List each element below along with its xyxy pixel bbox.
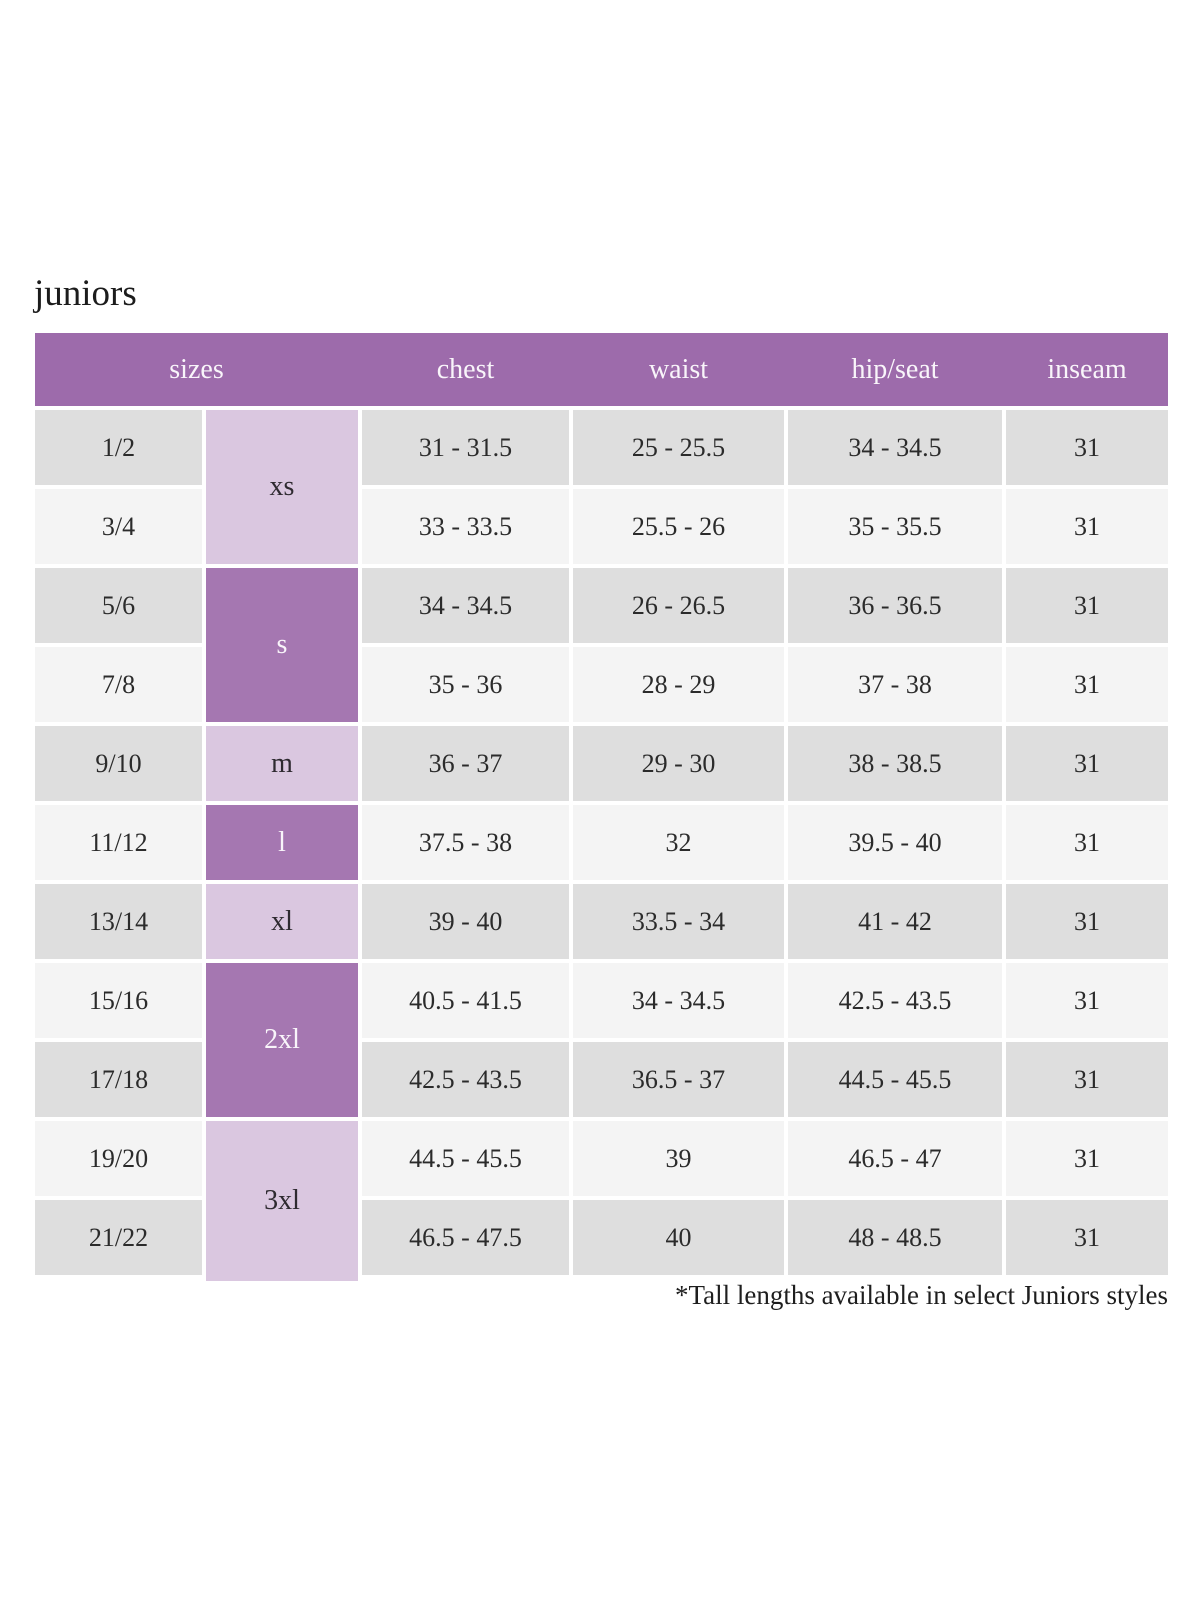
column-header-sizes: sizes	[169, 353, 224, 385]
cell-size: 19/20	[35, 1121, 202, 1196]
cell-hip-seat: 48 - 48.5	[788, 1200, 1002, 1275]
cell-hip-seat: 38 - 38.5	[788, 726, 1002, 801]
cell-size: 7/8	[35, 647, 202, 722]
cell-hip-seat: 37 - 38	[788, 647, 1002, 722]
cell-waist: 40	[573, 1200, 784, 1275]
cell-size: 21/22	[35, 1200, 202, 1275]
column-header-waist: waist	[648, 353, 709, 385]
cell-hip-seat: 39.5 - 40	[788, 805, 1002, 880]
cell-size: 5/6	[35, 568, 202, 643]
cell-waist: 34 - 34.5	[573, 963, 784, 1038]
cell-waist: 33.5 - 34	[573, 884, 784, 959]
footnote: *Tall lengths available in select Junior…	[674, 1280, 1168, 1310]
cell-chest: 40.5 - 41.5	[362, 963, 569, 1038]
cell-waist: 29 - 30	[573, 726, 784, 801]
cell-inseam: 31	[1006, 1200, 1168, 1275]
cell-inseam: 31	[1006, 884, 1168, 959]
cell-chest: 37.5 - 38	[362, 805, 569, 880]
cell-hip-seat: 35 - 35.5	[788, 489, 1002, 564]
cell-size: 13/14	[35, 884, 202, 959]
size-group-2xl: 2xl	[206, 963, 358, 1117]
column-header-chest: chest	[436, 353, 495, 385]
cell-size: 11/12	[35, 805, 202, 880]
column-header-inseam: inseam	[1047, 353, 1127, 385]
cell-chest: 36 - 37	[362, 726, 569, 801]
cell-size: 15/16	[35, 963, 202, 1038]
cell-hip-seat: 44.5 - 45.5	[788, 1042, 1002, 1117]
cell-hip-seat: 34 - 34.5	[788, 410, 1002, 485]
cell-waist: 36.5 - 37	[573, 1042, 784, 1117]
cell-waist: 26 - 26.5	[573, 568, 784, 643]
cell-inseam: 31	[1006, 568, 1168, 643]
cell-chest: 46.5 - 47.5	[362, 1200, 569, 1275]
cell-hip-seat: 41 - 42	[788, 884, 1002, 959]
cell-inseam: 31	[1006, 410, 1168, 485]
cell-chest: 42.5 - 43.5	[362, 1042, 569, 1117]
cell-inseam: 31	[1006, 963, 1168, 1038]
cell-size: 17/18	[35, 1042, 202, 1117]
cell-chest: 34 - 34.5	[362, 568, 569, 643]
cell-hip-seat: 46.5 - 47	[788, 1121, 1002, 1196]
cell-waist: 25 - 25.5	[573, 410, 784, 485]
table-header-row: sizes chest waist hip/seat inseam	[35, 333, 1168, 406]
column-header-hip-seat: hip/seat	[851, 353, 939, 385]
cell-inseam: 31	[1006, 726, 1168, 801]
page-title: juniors	[34, 273, 137, 314]
cell-hip-seat: 36 - 36.5	[788, 568, 1002, 643]
cell-inseam: 31	[1006, 1121, 1168, 1196]
cell-size: 3/4	[35, 489, 202, 564]
cell-chest: 31 - 31.5	[362, 410, 569, 485]
juniors-size-chart-table: xs s m l xl 2xl 3xl 1/2 31 - 31.5 25 - 2…	[35, 410, 1168, 1281]
cell-chest: 35 - 36	[362, 647, 569, 722]
cell-waist: 39	[573, 1121, 784, 1196]
cell-size: 1/2	[35, 410, 202, 485]
cell-chest: 33 - 33.5	[362, 489, 569, 564]
cell-chest: 39 - 40	[362, 884, 569, 959]
size-group-xs: xs	[206, 410, 358, 564]
cell-inseam: 31	[1006, 489, 1168, 564]
size-group-3xl: 3xl	[206, 1121, 358, 1281]
cell-waist: 28 - 29	[573, 647, 784, 722]
size-group-s: s	[206, 568, 358, 722]
cell-chest: 44.5 - 45.5	[362, 1121, 569, 1196]
size-group-m: m	[206, 726, 358, 801]
cell-inseam: 31	[1006, 1042, 1168, 1117]
cell-inseam: 31	[1006, 805, 1168, 880]
size-group-xl: xl	[206, 884, 358, 959]
cell-waist: 25.5 - 26	[573, 489, 784, 564]
cell-waist: 32	[573, 805, 784, 880]
cell-inseam: 31	[1006, 647, 1168, 722]
cell-hip-seat: 42.5 - 43.5	[788, 963, 1002, 1038]
cell-size: 9/10	[35, 726, 202, 801]
size-group-l: l	[206, 805, 358, 880]
